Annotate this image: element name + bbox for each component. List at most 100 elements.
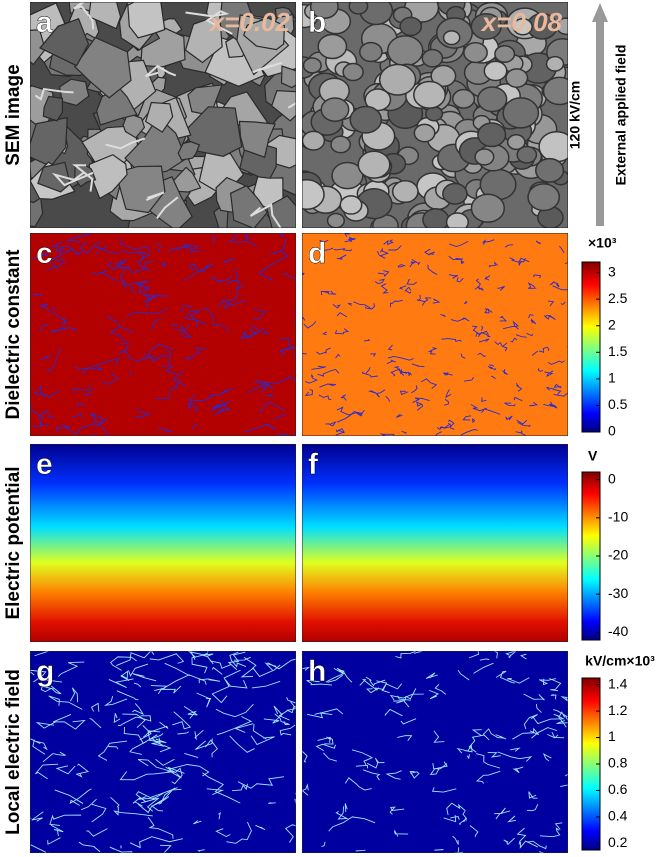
grain-boundary bbox=[287, 339, 296, 352]
grain-boundary bbox=[387, 344, 393, 351]
grain-boundary bbox=[416, 294, 426, 303]
grain-boundary bbox=[527, 804, 539, 812]
grain-boundary bbox=[90, 702, 100, 712]
grain-boundary bbox=[38, 410, 55, 421]
grain-boundary bbox=[385, 395, 391, 402]
colorbar-tick-label: 1.2 bbox=[608, 702, 628, 718]
grain-boundary bbox=[538, 678, 556, 686]
colorbar-tick-label: 3 bbox=[608, 263, 616, 279]
grain-boundary bbox=[380, 283, 389, 294]
grain-boundary bbox=[546, 386, 555, 391]
grain-boundary bbox=[409, 771, 420, 779]
grain-boundary bbox=[188, 393, 213, 402]
arrow-magnitude: 120 kV/cm bbox=[567, 81, 583, 150]
grain-boundary bbox=[416, 401, 424, 411]
grain-boundary bbox=[91, 803, 107, 823]
grain-boundary bbox=[471, 729, 482, 736]
grain-boundary bbox=[523, 693, 546, 701]
grain-boundary bbox=[386, 359, 397, 364]
grain-boundary bbox=[72, 164, 94, 192]
grain-boundary bbox=[427, 347, 438, 355]
grain-boundary bbox=[306, 679, 320, 685]
grain-boundary bbox=[516, 419, 528, 425]
grain-boundary bbox=[411, 363, 425, 368]
grain bbox=[37, 161, 71, 193]
grain-boundary bbox=[252, 61, 283, 74]
grain bbox=[545, 55, 565, 72]
grain bbox=[342, 62, 364, 82]
grain-boundary bbox=[478, 338, 490, 343]
grain-boundary bbox=[249, 203, 282, 228]
grain-boundary bbox=[137, 758, 175, 773]
grain-boundary bbox=[366, 757, 385, 769]
grain-boundary bbox=[119, 237, 151, 254]
grain-boundary bbox=[56, 257, 66, 268]
grain-boundary bbox=[488, 364, 495, 367]
grain-boundary bbox=[397, 695, 411, 701]
grain bbox=[506, 134, 526, 151]
grain-boundary bbox=[34, 88, 74, 101]
grain-boundary bbox=[558, 245, 565, 253]
grain-boundary bbox=[385, 770, 402, 780]
grain-boundary bbox=[53, 306, 68, 324]
grain-boundary bbox=[494, 341, 503, 347]
grain-boundary bbox=[518, 258, 526, 266]
grain bbox=[463, 41, 488, 64]
grain-boundary bbox=[110, 656, 137, 671]
grain-boundary bbox=[429, 761, 448, 776]
panel-letter: b bbox=[308, 6, 326, 39]
grain bbox=[516, 145, 538, 164]
grain-boundary bbox=[174, 329, 192, 338]
grain bbox=[349, 105, 383, 134]
panel bbox=[302, 444, 568, 642]
grain-boundary bbox=[141, 792, 164, 812]
grain-boundary bbox=[122, 713, 146, 728]
grain-boundary bbox=[325, 421, 337, 427]
grain-boundary bbox=[278, 701, 296, 721]
grain-boundary bbox=[550, 694, 557, 700]
grain-boundary bbox=[50, 685, 62, 695]
grain-boundary bbox=[158, 261, 167, 267]
grain bbox=[88, 2, 122, 30]
grain-boundary bbox=[136, 250, 151, 273]
panel bbox=[302, 651, 568, 853]
grain bbox=[42, 95, 64, 122]
colorbar-tick-label: 0.6 bbox=[608, 781, 628, 797]
grain-boundary bbox=[302, 783, 309, 796]
grain-boundary bbox=[40, 355, 51, 361]
grain-boundary bbox=[488, 261, 499, 268]
grain bbox=[386, 35, 424, 67]
colorbar-tick-label: -20 bbox=[608, 547, 628, 563]
grain-boundary bbox=[264, 394, 274, 397]
grain bbox=[339, 195, 363, 215]
grain-boundary bbox=[48, 695, 83, 710]
grain-boundary bbox=[383, 239, 394, 246]
grain bbox=[331, 161, 364, 190]
grain-boundary bbox=[327, 674, 343, 683]
grain-boundary bbox=[388, 245, 402, 251]
grain-boundary bbox=[218, 812, 221, 820]
grain-boundary bbox=[470, 404, 488, 412]
colorbar-tick-label: 2 bbox=[608, 316, 616, 332]
grain-boundary bbox=[194, 729, 204, 741]
grain-boundary bbox=[501, 368, 508, 375]
grain-boundary bbox=[317, 736, 331, 743]
grain-boundary bbox=[361, 371, 378, 378]
grain-boundary bbox=[332, 304, 341, 309]
grain-boundary bbox=[316, 347, 331, 355]
grain-boundary bbox=[243, 657, 257, 670]
grain-boundary bbox=[306, 712, 333, 719]
grain-boundary bbox=[318, 394, 332, 401]
grain-boundary bbox=[433, 730, 445, 743]
grain-boundary bbox=[365, 367, 371, 374]
grain-boundary bbox=[64, 423, 94, 435]
grain-boundary bbox=[149, 653, 185, 664]
colorbar-label: ×10³ bbox=[588, 235, 617, 251]
grain-boundary bbox=[169, 764, 210, 777]
grain-boundary bbox=[226, 821, 252, 844]
grain-boundary bbox=[52, 713, 86, 730]
grain-boundary bbox=[109, 846, 133, 853]
grain-boundary bbox=[120, 670, 130, 682]
grain-boundary bbox=[132, 673, 157, 682]
grain-boundary bbox=[35, 763, 59, 780]
